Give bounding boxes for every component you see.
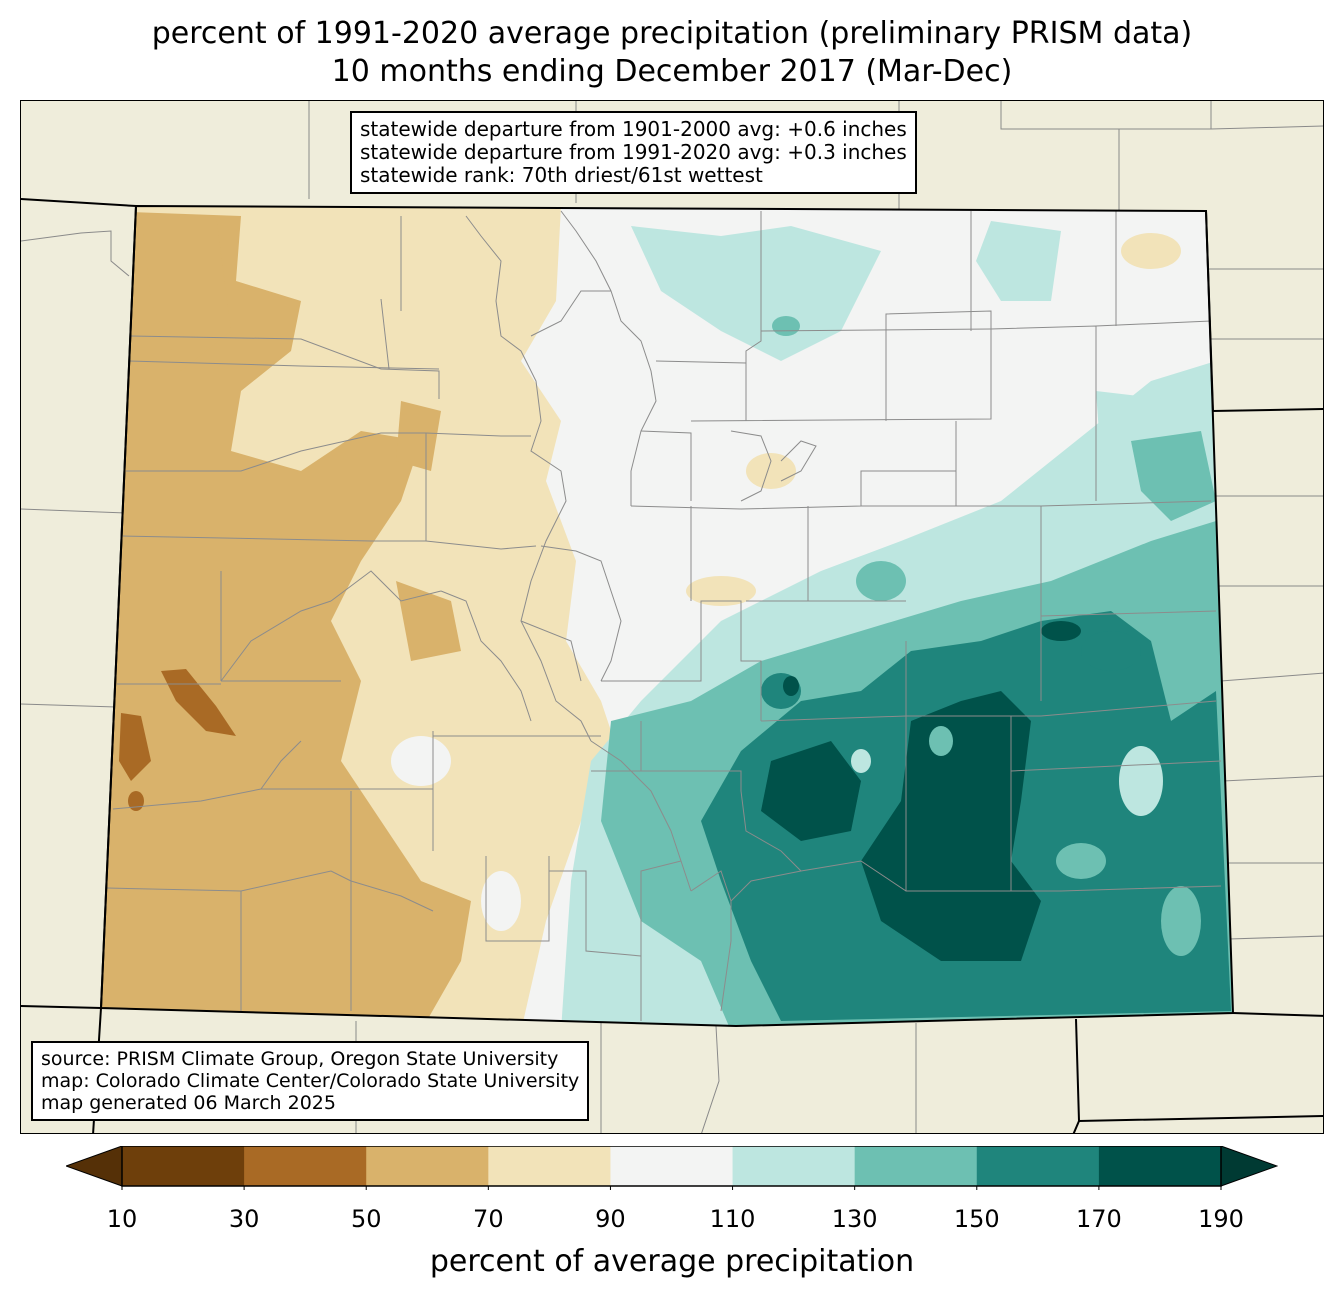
colorbar-under-arrow [66,1146,123,1187]
source-line-1: source: PRISM Climate Group, Oregon Stat… [41,1048,559,1070]
colorbar-segment [610,1146,734,1186]
colorbar-tick-label: 30 [228,1205,260,1233]
source-line-3: map generated 06 March 2025 [41,1092,336,1114]
colorbar-segment [732,1146,856,1186]
colorbar-tick-label: 10 [106,1205,138,1233]
colorbar-segment [122,1146,245,1186]
colorbar-segment [366,1146,489,1186]
zone-90-110-patch-west [391,736,451,786]
colorbar-tick-label: 190 [1198,1205,1244,1233]
zone-50-70-west [101,211,471,1026]
map-title-line-1: percent of 1991-2020 average precipitati… [151,16,1193,51]
colorbar-segment [976,1146,1100,1186]
colorbar-tick-label: 70 [473,1205,504,1233]
stats-line-1: statewide departure from 1901-2000 avg: … [360,117,907,141]
zone-50-70-patch2 [396,581,461,661]
colorbar-segment [244,1146,367,1186]
state-borders [21,198,1323,1133]
colorbar-tick-label: 170 [1075,1205,1122,1233]
stats-line-2: statewide departure from 1991-2020 avg: … [360,140,907,164]
map-canvas [21,101,1323,1133]
source-line-2: map: Colorado Climate Center/Colorado St… [41,1070,580,1092]
colorbar-tick-label: 90 [595,1205,626,1233]
colorado-precipitation-map [20,100,1324,1134]
colorbar-label: percent of average precipitation [429,1244,915,1279]
county-lines [106,210,1222,1021]
zone-50-70-north [141,216,231,371]
colorbar-tick-label: 110 [709,1205,756,1233]
source-credit-box: source: PRISM Climate Group, Oregon Stat… [31,1041,590,1121]
colorbar-segment [1098,1146,1222,1186]
map-title-line-2: 10 months ending December 2017 (Mar-Dec) [331,54,1013,89]
colorbar-segments [122,1146,1222,1186]
colorbar [66,1146,1278,1190]
precipitation-field [101,206,1233,1026]
colorbar-segment [854,1146,978,1186]
colorbar-tick-label: 50 [350,1205,382,1233]
colorbar-over-arrow [1220,1146,1278,1187]
zone-30-50-c [128,791,144,811]
zone-30-50-b [119,713,151,781]
zone-30-50-a [161,669,236,736]
colorbar-tick-label: 150 [953,1205,1000,1233]
zone-110-130-north [631,226,881,361]
statewide-stats-box: statewide departure from 1901-2000 avg: … [350,111,917,194]
zone-170-190-core [861,691,1041,961]
zone-50-70-patch [396,401,441,471]
colorbar-tick-label: 130 [831,1205,878,1233]
stats-line-3: statewide rank: 70th driest/61st wettest [360,163,763,187]
colorbar-segment [488,1146,611,1186]
